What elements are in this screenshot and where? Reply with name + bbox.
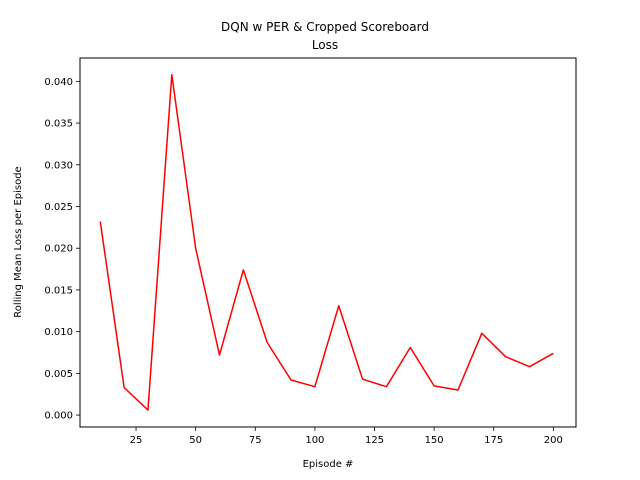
y-tick-label: 0.015 [44,285,73,296]
x-tick-label: 25 [130,435,143,446]
y-tick-label: 0.035 [44,119,73,130]
x-tick-label: 50 [189,435,202,446]
x-axis-ticks: 25 50 75 100 125 150 175 200 [130,427,563,446]
y-tick-label: 0.005 [44,369,73,380]
plot-frame [79,57,577,428]
x-tick-label: 150 [425,435,444,446]
series-layer [99,73,554,411]
y-tick-label: 0.000 [44,411,73,422]
series-line [99,73,554,411]
chart-title-line-1: DQN w PER & Cropped Scoreboard [221,20,429,34]
x-axis-label: Episode # [303,459,354,470]
y-tick-label: 0.030 [44,160,73,171]
y-axis-ticks: 0.000 0.005 0.010 0.015 0.020 0.025 0.030 0.035… [44,77,80,422]
x-tick-label: 200 [544,435,563,446]
x-tick-label: 75 [249,435,262,446]
y-tick-label: 0.020 [44,244,73,255]
x-tick-label: 100 [305,435,324,446]
y-tick-label: 0.025 [44,202,73,213]
x-tick-label: 175 [484,435,503,446]
y-tick-label: 0.010 [44,327,73,338]
chart-title-line-2: Loss [312,38,338,52]
y-axis-label: Rolling Mean Loss per Episode [13,166,24,317]
x-tick-label: 125 [365,435,384,446]
y-tick-label: 0.040 [44,77,73,88]
